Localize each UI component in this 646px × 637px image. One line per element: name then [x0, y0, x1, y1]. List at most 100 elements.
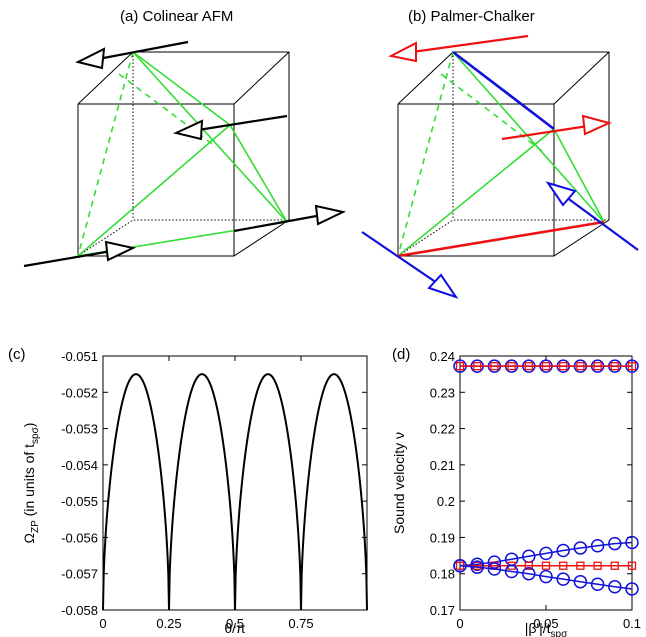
- chart-c-ytick-label: -0.053: [61, 422, 98, 437]
- chart-c-ytick-label: -0.051: [61, 349, 98, 364]
- chart-d-ytick-label: 0.21: [430, 458, 455, 473]
- tetra-b-red-bond: [397, 220, 605, 258]
- tetra-a-edge-1: [132, 51, 231, 126]
- spin-a-1-head: [75, 47, 106, 70]
- chart-d-point: [504, 564, 519, 579]
- spin-a-3-head: [104, 240, 137, 262]
- chart-d-point: [539, 546, 553, 561]
- chart-d-point: [541, 362, 551, 371]
- chart-c-series-line: [102, 373, 368, 611]
- panel-d-label: (d): [392, 346, 411, 363]
- spin-b-1-shaft: [411, 34, 529, 54]
- chart-d-point: [590, 539, 605, 553]
- chart-d-ytick-label: 0.17: [430, 603, 455, 618]
- spin-b-3-head: [427, 273, 459, 299]
- chart-d-point: [556, 543, 570, 558]
- chart-c-xtick-label: 0.5: [226, 616, 244, 631]
- chart-d-ylabel: Sound velocity ν: [391, 432, 407, 534]
- tetra-b-edge-3: [452, 51, 605, 223]
- tetra-a-edge-6: [77, 51, 134, 257]
- chart-d-ytick-label: 0.23: [430, 385, 455, 400]
- chart-d-point: [490, 362, 499, 371]
- spin-a-2-shaft: [197, 114, 288, 132]
- chart-d-point: [593, 561, 602, 570]
- chart-d-point: [576, 362, 585, 371]
- chart-d-point: [473, 362, 482, 371]
- chart-d-point: [487, 555, 502, 569]
- spin-b-3-shaft: [361, 231, 441, 286]
- chart-d-point: [608, 580, 622, 594]
- chart-d-point: [487, 562, 502, 576]
- cube-b-top-right-edge: [553, 51, 610, 105]
- chart-d-point: [573, 541, 588, 555]
- chart-d-point: [455, 362, 465, 371]
- chart-d-point: [507, 362, 516, 371]
- chart-d-point: [473, 561, 482, 570]
- chart-c-ytick-label: -0.057: [61, 567, 98, 582]
- chart-d-point: [559, 362, 568, 371]
- chart-d-point: [627, 362, 637, 371]
- chart-d-point: [576, 561, 585, 570]
- chart-d-point: [610, 561, 619, 570]
- spin-a-3-shaft: [23, 249, 113, 268]
- chart-d-point: [453, 558, 467, 573]
- tetra-b-edge-1: [553, 128, 605, 223]
- spin-a-4-shaft: [233, 213, 323, 233]
- spin-a-2-head: [172, 119, 204, 141]
- panel-b-title: (b) Palmer-Chalker: [408, 8, 535, 25]
- tetra-a-edge-2: [229, 124, 288, 223]
- cube-b-hidden-edges: [397, 219, 609, 257]
- chart-d-point: [573, 574, 588, 589]
- chart-d-xtick-label: 0.05: [533, 616, 558, 631]
- chart-d-point: [524, 362, 533, 371]
- chart-d-point: [539, 569, 553, 584]
- chart-d-point: [627, 561, 637, 570]
- chart-d-frame: [459, 355, 633, 611]
- chart-d-ytick-label: 0.18: [430, 567, 455, 582]
- chart-d-point: [593, 362, 602, 371]
- chart-c-ytick-label: -0.054: [61, 458, 98, 473]
- chart-c-xlabel: θ/π: [224, 620, 246, 636]
- chart-d-point: [522, 566, 536, 581]
- chart-d-ytick-label: 0.19: [430, 530, 455, 545]
- chart-d-point: [541, 561, 551, 570]
- cube-a-top-right-edge: [233, 51, 290, 105]
- chart-c-xtick-label: 0: [99, 616, 106, 631]
- chart-d-ytick-label: 0.22: [430, 422, 455, 437]
- chart-d-point: [625, 535, 639, 550]
- chart-d-xtick-label: 0.1: [623, 616, 641, 631]
- spin-b-4-head: [545, 181, 577, 207]
- chart-d-point: [524, 561, 533, 570]
- tetra-b-blue-bond: [452, 50, 555, 131]
- panel-a-title: (a) Colinear AFM: [120, 8, 234, 25]
- tetra-a-edge-4: [77, 124, 231, 257]
- chart-c-ytick-label: -0.055: [61, 494, 98, 509]
- tetra-b-edge-4: [397, 51, 454, 257]
- chart-d-point: [625, 582, 639, 596]
- chart-d-point: [559, 561, 568, 570]
- chart-d-xtick-label: 0: [456, 616, 463, 631]
- chart-d-point: [610, 362, 619, 371]
- chart-c-xtick-label: 0.75: [288, 616, 313, 631]
- tetra-a-edge-5: [132, 51, 288, 223]
- spin-b-2-shaft: [501, 124, 589, 141]
- panel-c-label: (c): [8, 346, 26, 363]
- chart-c-ytick-label: -0.056: [61, 530, 98, 545]
- chart-d-ytick-label: 0.24: [430, 349, 455, 364]
- cube-a-hidden-edges: [77, 219, 289, 257]
- spin-b-4-shaft: [565, 196, 639, 251]
- chart-c-ytick-label: -0.052: [61, 385, 98, 400]
- spin-b-1-head: [388, 41, 417, 63]
- chart-d-xlabel: |β'|/tspσ: [525, 620, 568, 637]
- chart-d-point: [590, 577, 605, 591]
- chart-d-ytick-label: 0.2: [437, 494, 455, 509]
- spin-b-2-head: [581, 114, 612, 136]
- chart-d-point: [470, 560, 484, 574]
- chart-d-point: [507, 561, 516, 570]
- spin-a-4-head: [314, 204, 347, 226]
- chart-c-ytick-label: -0.058: [61, 603, 98, 618]
